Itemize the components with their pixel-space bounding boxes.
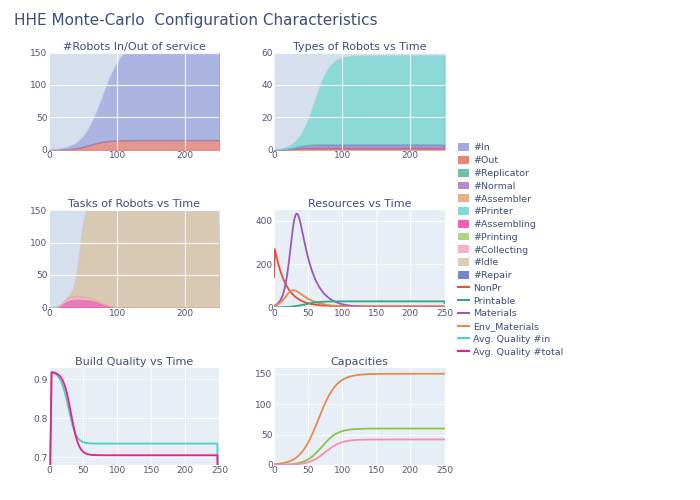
NonPr [377,304,386,310]
Env_Materials [393,304,402,310]
Printable [326,298,334,304]
Materials [290,216,299,222]
NonPr [270,274,278,280]
Legend: #In, #Out, #Replicator, #Normal, #Assembler, #Printer, #Assembling, #Printing, #: #In, #Out, #Replicator, #Normal, #Assemb… [456,142,566,358]
Printable [270,304,278,310]
Env_Materials [338,304,346,310]
Materials [326,296,334,302]
NonPr [271,246,279,252]
Printable [377,298,386,304]
Line: Printable: Printable [274,302,444,308]
Printable [440,300,449,306]
Title: Types of Robots vs Time: Types of Robots vs Time [293,42,426,51]
Title: Resources vs Time: Resources vs Time [307,200,411,209]
NonPr [290,294,299,300]
Env_Materials [377,304,386,310]
Line: Materials: Materials [274,214,444,308]
Env_Materials [326,302,334,308]
Printable [393,298,401,304]
Title: Build Quality vs Time: Build Quality vs Time [75,357,193,367]
Env_Materials [394,304,402,310]
Materials [270,304,278,310]
Title: Capacities: Capacities [330,357,388,367]
Line: NonPr: NonPr [274,249,444,306]
Line: Env_Materials: Env_Materials [274,290,444,308]
NonPr [440,304,449,310]
Printable [440,298,448,304]
Materials [293,210,301,216]
NonPr [326,303,334,309]
Printable [393,298,402,304]
NonPr [394,304,402,310]
Printable [290,304,299,310]
Env_Materials [440,304,449,310]
Printable [337,298,346,304]
Materials [394,304,402,310]
NonPr [393,304,402,310]
NonPr [338,303,346,309]
Env_Materials [290,288,299,294]
Title: #Robots In/Out of service: #Robots In/Out of service [63,42,206,51]
Materials [393,304,402,310]
Materials [377,304,386,310]
Env_Materials [270,304,278,310]
Title: Tasks of Robots vs Time: Tasks of Robots vs Time [68,200,200,209]
Env_Materials [289,287,298,293]
Materials [440,304,449,310]
Text: HHE Monte-Carlo  Configuration Characteristics: HHE Monte-Carlo Configuration Characteri… [14,12,377,28]
Materials [338,301,346,307]
